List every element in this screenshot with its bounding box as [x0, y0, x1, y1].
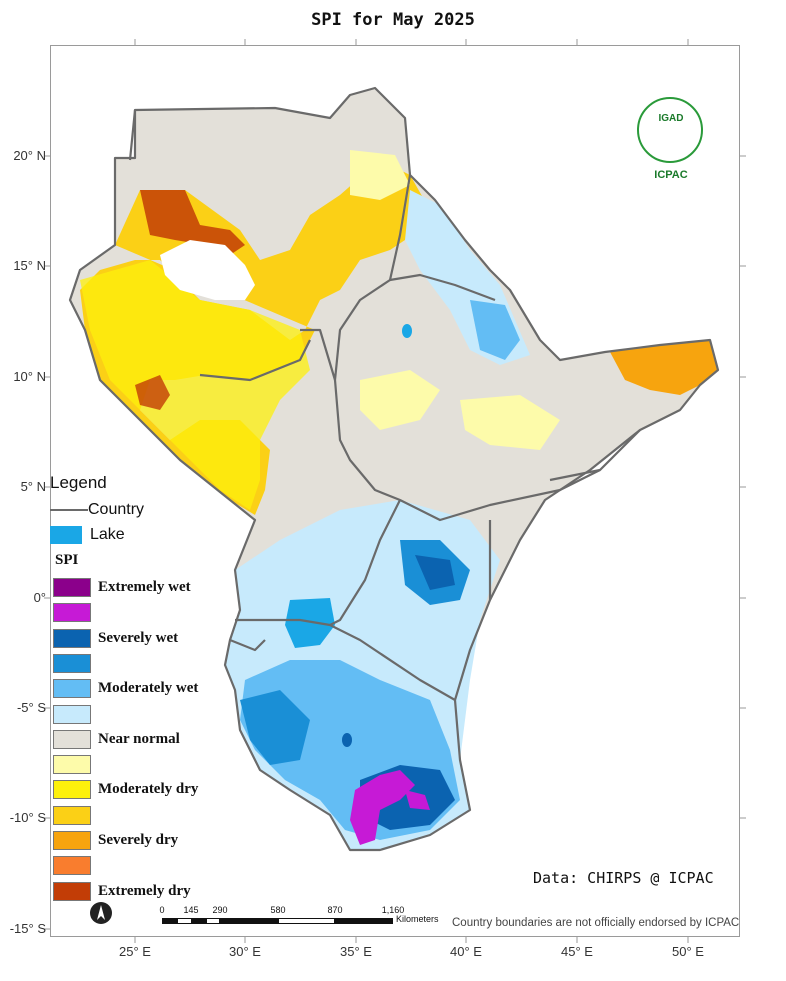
spi-label: Near normal: [98, 730, 180, 747]
lon-label-40e: 40° E: [450, 944, 482, 959]
icpac-logo: IGAD ICPAC: [632, 95, 710, 190]
spi-swatch: [53, 831, 91, 850]
spi-swatch: [53, 780, 91, 800]
spi-swatch: [53, 881, 91, 901]
lat-label-10s: -10° S: [9, 810, 46, 825]
legend-lake-label: Lake: [90, 526, 125, 543]
region-dry-west-light: [80, 260, 310, 510]
region-dry-somalia: [610, 340, 718, 395]
north-arrow-icon: [90, 902, 112, 924]
region-extreme-dry-sw: [135, 375, 170, 410]
spi-swatch: [53, 628, 91, 648]
scale-unit: Kilometers: [396, 914, 439, 924]
map-title: SPI for May 2025: [311, 10, 475, 30]
scale-segment: [335, 918, 393, 924]
logo-emblem-icon: [637, 97, 703, 163]
lat-label-5s: -5° S: [16, 700, 46, 715]
spi-label: Moderately dry: [98, 781, 199, 798]
spi-label: Moderately wet: [98, 680, 199, 697]
scale-segment: [177, 918, 192, 924]
region-extremely-wet-tanzania-2: [405, 790, 430, 810]
lat-label-20n: 20° N: [13, 148, 46, 163]
spi-label: Extremely dry: [98, 882, 191, 899]
spi-swatch: [53, 704, 91, 724]
legend-title: Legend: [50, 473, 107, 492]
region-light-yellow-2: [360, 370, 440, 430]
spi-swatch: [53, 755, 91, 775]
spi-label: Extremely wet: [98, 579, 191, 595]
region-white-gap: [160, 240, 255, 300]
lat-label-5n: 5° N: [20, 479, 46, 494]
scale-segment: [278, 918, 335, 924]
spi-swatch: [53, 856, 91, 876]
disclaimer: Country boundaries are not officially en…: [452, 917, 740, 929]
data-source: Data: CHIRPS @ ICPAC: [533, 869, 714, 887]
region-severely-wet-south: [240, 690, 310, 765]
spi-title: SPI: [55, 552, 79, 568]
scale-segment: [206, 918, 220, 924]
scale-tick-1160: 1,160: [381, 905, 405, 915]
spi-swatch: [53, 729, 91, 749]
region-moderately-wet-ethiopia: [470, 300, 520, 360]
lat-label-0: 0°: [33, 590, 46, 605]
scale-tick-290: 290: [212, 905, 228, 915]
frame-ticks: [44, 39, 746, 943]
spi-label: Severely dry: [98, 832, 179, 848]
lat-label-10n: 10° N: [13, 369, 46, 384]
lon-label-25e: 25° E: [119, 944, 151, 959]
scale-tick-580: 580: [270, 905, 286, 915]
logo-bottom-text: ICPAC: [654, 169, 688, 181]
lat-label-15n: 15° N: [13, 258, 46, 273]
lake-swatch-icon: [50, 526, 82, 544]
scale-tick-0: 0: [159, 905, 165, 915]
country-line-icon: [50, 509, 88, 511]
lake-victoria: [285, 598, 335, 648]
scale-segment: [192, 918, 206, 924]
map-frame: [50, 45, 740, 937]
region-extremely-wet-tanzania: [350, 770, 415, 845]
lake-small-1: [402, 324, 412, 338]
country-boundaries: [68, 86, 720, 852]
scale-segment: [162, 918, 177, 924]
spi-swatch: [53, 578, 91, 597]
lon-label-30e: 30° E: [229, 944, 261, 959]
scale-segment: [220, 918, 278, 924]
spi-swatch: [53, 653, 91, 673]
scale-tick-870: 870: [327, 905, 343, 915]
spi-swatch: [53, 805, 91, 825]
region-light-yellow: [350, 150, 410, 200]
scale-tick-145: 145: [183, 905, 199, 915]
lat-label-15s: -15° S: [9, 921, 46, 936]
region-extreme-dry-north: [140, 190, 245, 255]
spi-swatch: [53, 679, 91, 699]
legend-country-label: Country: [88, 501, 145, 518]
lake-small-2: [342, 733, 352, 747]
lon-label-45e: 45° E: [561, 944, 593, 959]
spi-label: Severely wet: [98, 629, 179, 646]
region-severely-wet-dark-kenya: [415, 555, 455, 590]
region-light-yellow-3: [460, 395, 560, 450]
legend-country-row: Country: [50, 499, 144, 521]
lon-label-35e: 35° E: [340, 944, 372, 959]
legend-lake-row: Lake: [50, 524, 125, 546]
spi-swatch: [53, 603, 91, 623]
logo-top-text: IGAD: [658, 113, 684, 124]
lon-label-50e: 50° E: [672, 944, 704, 959]
